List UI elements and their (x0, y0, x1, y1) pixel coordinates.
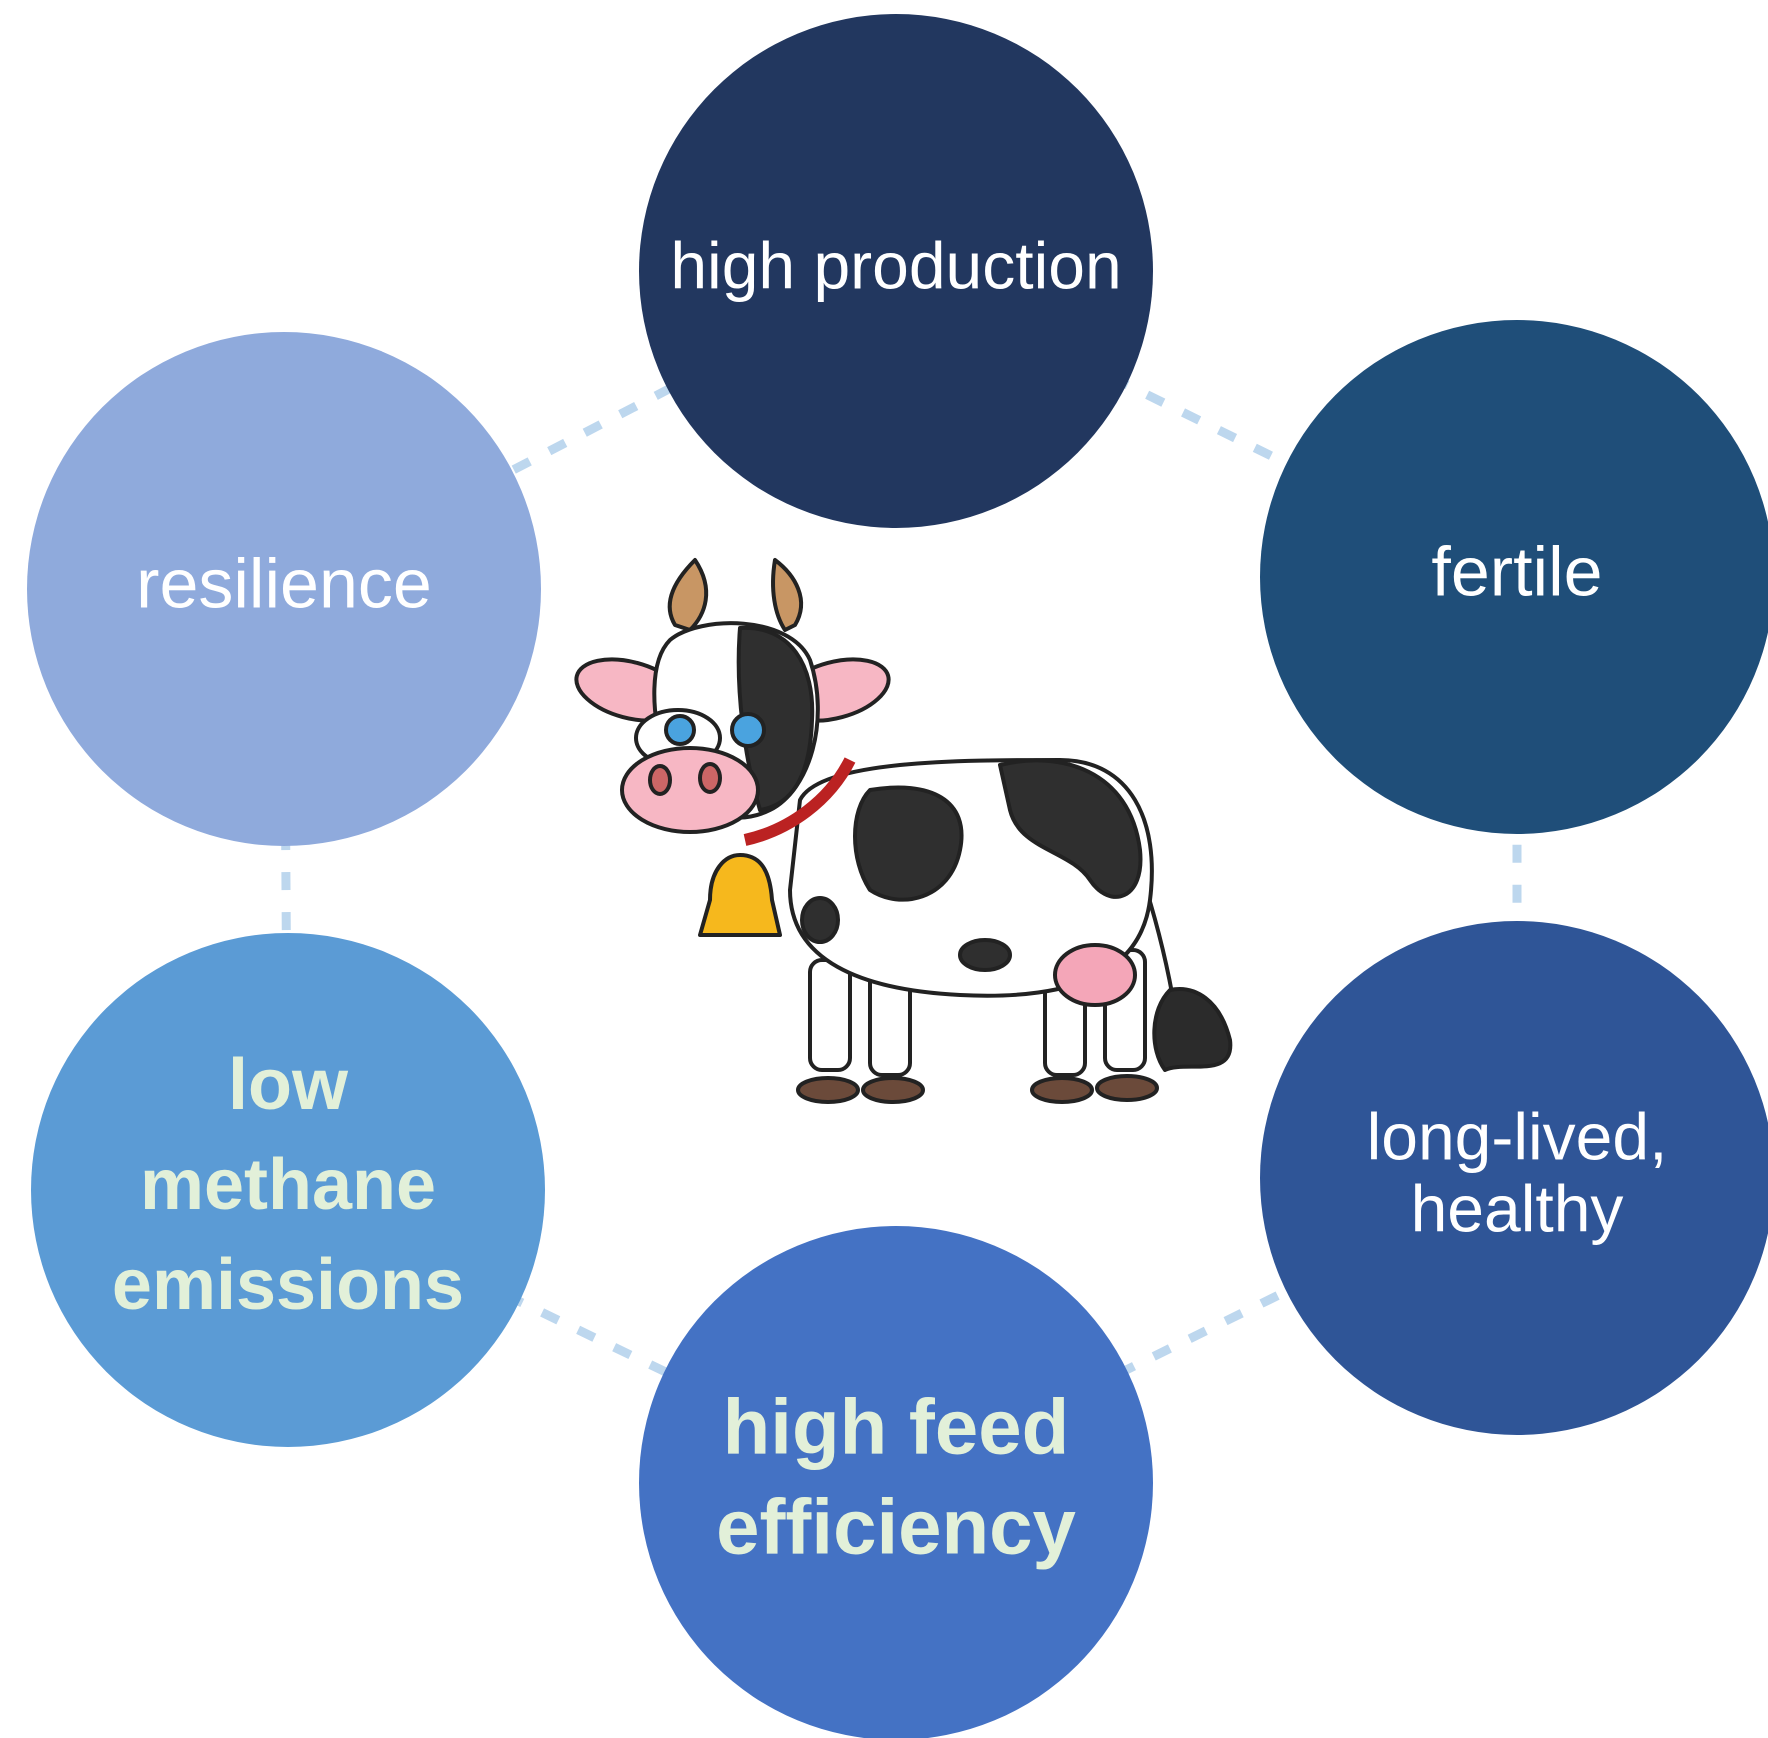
cow-spot (855, 788, 962, 900)
cow-hoof (798, 1078, 858, 1102)
cow-spot (960, 940, 1010, 970)
cow-illustration (570, 560, 1231, 1102)
cow-hoof (863, 1078, 923, 1102)
node-label: resilience (136, 544, 432, 622)
node-label: emissions (112, 1245, 464, 1325)
cow-leg (810, 960, 850, 1070)
cow-udder (1055, 945, 1135, 1005)
cow-spot (802, 898, 838, 942)
cow-eye (732, 714, 764, 746)
node-label: high feed (723, 1383, 1070, 1471)
node-label: low (228, 1045, 349, 1125)
diagram: high production fertile long-lived,healthy… (0, 0, 1768, 1738)
cow-nostril (650, 766, 670, 794)
node-label: methane (140, 1145, 436, 1225)
cow-bell (700, 855, 780, 935)
cow-eye (666, 716, 694, 744)
cow-hoof (1032, 1078, 1092, 1102)
node-label: long-lived, (1367, 1099, 1668, 1173)
cow-snout (622, 748, 758, 832)
cow-nostril (700, 764, 720, 792)
node-label: healthy (1411, 1171, 1624, 1245)
page: high production fertile long-lived,healthy… (0, 0, 1768, 1738)
cow-horn (773, 560, 801, 630)
cow-horn (670, 560, 707, 630)
node-label: high production (670, 228, 1121, 302)
node-label: efficiency (716, 1483, 1076, 1571)
cow-tail-tuft (1154, 989, 1230, 1070)
cow-hoof (1097, 1076, 1157, 1100)
node-label: fertile (1431, 532, 1602, 610)
